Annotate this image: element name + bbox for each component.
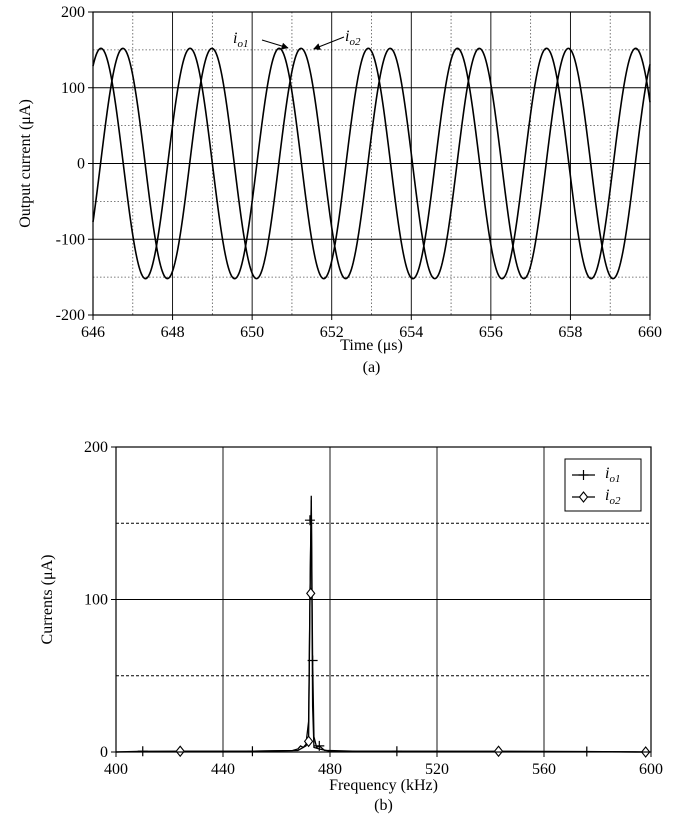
chart-b-x-tick-label: 520: [425, 761, 449, 778]
chart-a-x-tick-label: 648: [161, 324, 185, 341]
chart-b-marker-plus: [304, 515, 315, 526]
chart-a-y-tick-label: -200: [56, 307, 85, 324]
chart-b-series: [115, 495, 651, 758]
chart-a-annotation-io2: io2: [345, 28, 361, 48]
chart-b-x-tick-label: 400: [104, 761, 128, 778]
chart-b-y-axis-label: Currents (μA): [39, 555, 56, 645]
chart-b-y-tick-label: 200: [84, 439, 108, 456]
chart-b-x-ticks: 400 440 480 520 560 600: [104, 752, 663, 778]
chart-a-annotation-arrow-io2: [313, 36, 345, 50]
chart-a-caption: (a): [363, 359, 381, 376]
chart-a-x-tick-label: 654: [399, 324, 423, 341]
chart-b-legend-marker-diamond: [578, 491, 589, 503]
chart-b-y-tick-label: 0: [100, 744, 108, 761]
chart-b-marker-diamond: [306, 587, 316, 600]
chart-b-x-tick-label: 600: [639, 761, 663, 778]
chart-b-legend-marker-plus: [578, 470, 589, 480]
chart-b-grid: [116, 447, 651, 752]
chart-a-y-tick-label: 100: [61, 80, 85, 97]
chart-a-grid: [93, 12, 650, 315]
chart-a-output-current: 646 648 650 652 654 656 658 660 200 100 0 -100 -200…: [17, 4, 662, 376]
chart-b-marker-diamond: [175, 745, 185, 758]
chart-b-spectrum: 400 440 480 520 560 600 200 100 0 Frequency (kH…: [39, 439, 663, 814]
chart-a-x-tick-label: 646: [81, 324, 105, 341]
chart-b-y-ticks: 200 100 0: [84, 439, 116, 761]
chart-b-caption: (b): [374, 797, 393, 814]
chart-a-x-tick-label: 658: [558, 324, 582, 341]
chart-b-x-tick-label: 560: [532, 761, 556, 778]
chart-b-series-io2: [115, 500, 646, 753]
chart-a-series-io2: [92, 47, 651, 280]
chart-b-legend-box: [564, 458, 642, 512]
chart-b-y-tick-label: 100: [84, 592, 108, 609]
chart-b-x-tick-label: 480: [318, 761, 342, 778]
chart-a-x-tick-label: 660: [638, 324, 662, 341]
chart-b-marker-diamond: [303, 735, 314, 748]
chart-a-x-tick-label: 652: [320, 324, 344, 341]
chart-a-x-axis-label: Time (μs): [340, 337, 403, 354]
chart-a-y-ticks: 200 100 0 -100 -200: [56, 4, 93, 324]
chart-a-y-tick-label: -100: [56, 231, 85, 248]
chart-a-x-tick-label: 656: [479, 324, 503, 341]
chart-a-x-ticks: 646 648 650 652 654 656 658 660: [81, 315, 662, 341]
chart-b-x-tick-label: 440: [211, 761, 235, 778]
chart-b-x-axis-label: Frequency (kHz): [329, 777, 438, 794]
chart-a-annotation-arrow-io1: [261, 39, 289, 50]
chart-b-series-io1: [115, 495, 646, 753]
chart-a-series: [92, 47, 651, 280]
chart-a-annotation-io1: io1: [233, 30, 248, 50]
chart-a-y-axis-label: Output current (μA): [17, 99, 34, 228]
chart-b-marker-diamond: [493, 745, 504, 758]
chart-a-y-tick-label: 0: [77, 156, 85, 173]
chart-a-y-tick-label: 200: [61, 4, 85, 21]
chart-a-x-tick-label: 650: [240, 324, 264, 341]
